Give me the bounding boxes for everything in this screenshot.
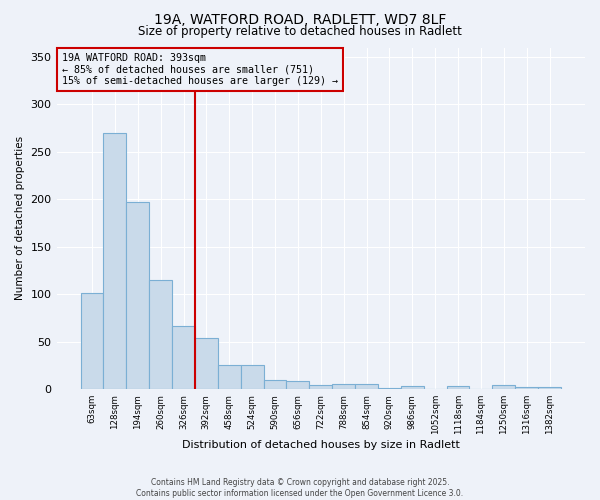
Text: 19A, WATFORD ROAD, RADLETT, WD7 8LF: 19A, WATFORD ROAD, RADLETT, WD7 8LF [154, 12, 446, 26]
Bar [286, 380, 310, 389]
Bar [241, 364, 263, 389]
Bar [263, 380, 286, 389]
Bar [127, 202, 149, 389]
Text: 19A WATFORD ROAD: 393sqm
← 85% of detached houses are smaller (751)
15% of semi-: 19A WATFORD ROAD: 393sqm ← 85% of detach… [62, 52, 338, 86]
Text: Contains HM Land Registry data © Crown copyright and database right 2025.
Contai: Contains HM Land Registry data © Crown c… [136, 478, 464, 498]
Bar [80, 294, 103, 389]
Bar [538, 388, 561, 389]
Bar [378, 388, 401, 389]
Bar [446, 386, 469, 389]
Bar [332, 384, 355, 389]
Bar [493, 386, 515, 389]
Bar [195, 338, 218, 389]
Bar [401, 386, 424, 389]
Bar [172, 326, 195, 389]
Bar [103, 133, 127, 389]
Text: Size of property relative to detached houses in Radlett: Size of property relative to detached ho… [138, 25, 462, 38]
Bar [310, 386, 332, 389]
Bar [218, 364, 241, 389]
Y-axis label: Number of detached properties: Number of detached properties [15, 136, 25, 300]
Bar [355, 384, 378, 389]
Bar [515, 388, 538, 389]
Bar [149, 280, 172, 389]
X-axis label: Distribution of detached houses by size in Radlett: Distribution of detached houses by size … [182, 440, 460, 450]
